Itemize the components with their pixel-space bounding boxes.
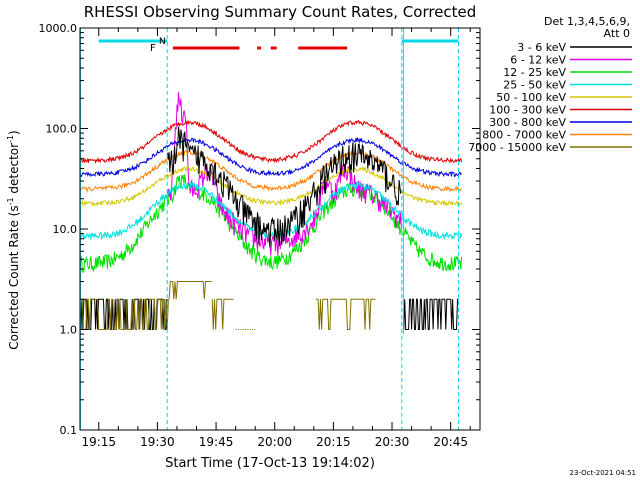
x-tick-label: 20:30 [375, 435, 410, 449]
series-dot-8 [245, 329, 247, 330]
x-axis-label: Start Time (17-Oct-13 19:14:02) [165, 456, 375, 471]
series-line-6 [79, 136, 462, 178]
x-tick-label: 19:30 [140, 435, 175, 449]
series-dot-8 [254, 329, 256, 330]
series-dot-8 [237, 329, 239, 330]
series-dot-8 [240, 329, 242, 330]
series-line-8 [80, 298, 126, 330]
detector-info-line-2: Att 0 [604, 27, 630, 40]
flare-flag-label: F [150, 43, 156, 54]
x-tick-label: 20:15 [316, 435, 351, 449]
legend-label: 6 - 12 keV [510, 54, 566, 67]
series-line-4 [79, 165, 463, 207]
plot-frame: 0.1 1.0 10.0 100.0 1000.0 19:15 19:30 19:45 20:0… [39, 22, 481, 449]
chart-title: RHESSI Observing Summary Count Rates, Co… [84, 3, 477, 21]
y-tick-label: 1.0 [60, 324, 78, 337]
y-tick-label: 100.0 [46, 123, 78, 136]
night-flag-label: N [159, 37, 166, 47]
legend-label: 300 - 800 keV [489, 116, 566, 129]
series-dot-8 [249, 329, 251, 330]
y-axis-label: Corrected Count Rate (s-1 detector-1) [6, 130, 21, 349]
x-tick-label: 19:45 [199, 435, 234, 449]
legend-label: 25 - 50 keV [503, 79, 566, 92]
legend-label: 50 - 100 keV [496, 91, 566, 104]
series-layer [79, 92, 463, 330]
series-line-8 [168, 281, 212, 300]
series-line-5 [79, 119, 463, 165]
x-tick-label: 20:00 [257, 435, 292, 449]
y-tick-label: 10.0 [53, 223, 78, 236]
y-tick-label: 1000.0 [39, 22, 78, 35]
legend-label: 100 - 300 keV [489, 104, 566, 117]
series-line-8 [211, 298, 234, 330]
series-dot-8 [247, 329, 249, 330]
legend-label: 800 - 7000 keV [482, 129, 566, 142]
series-line-8 [315, 298, 357, 330]
series-line-0-night [403, 298, 459, 330]
series-dot-8 [235, 329, 237, 330]
series-dot-8 [242, 329, 244, 330]
series-line-8 [125, 298, 169, 330]
generation-timestamp: 23-Oct-2021 04:51 [570, 469, 636, 477]
detector-info-line-1: Det 1,3,4,5,6,9, [544, 15, 630, 28]
series-line-2 [79, 174, 463, 273]
series-line-7 [79, 149, 462, 194]
x-tick-label: 19:15 [81, 435, 116, 449]
legend-label: 7000 - 15000 keV [468, 141, 566, 154]
x-tick-label: 20:45 [433, 435, 468, 449]
y-tick-label: 0.1 [60, 424, 78, 437]
series-line-0 [167, 126, 402, 248]
legend-label: 3 - 6 keV [517, 41, 566, 54]
series-dot-8 [252, 329, 254, 330]
legend-label: 12 - 25 keV [503, 66, 566, 79]
series-line-8 [356, 298, 376, 330]
